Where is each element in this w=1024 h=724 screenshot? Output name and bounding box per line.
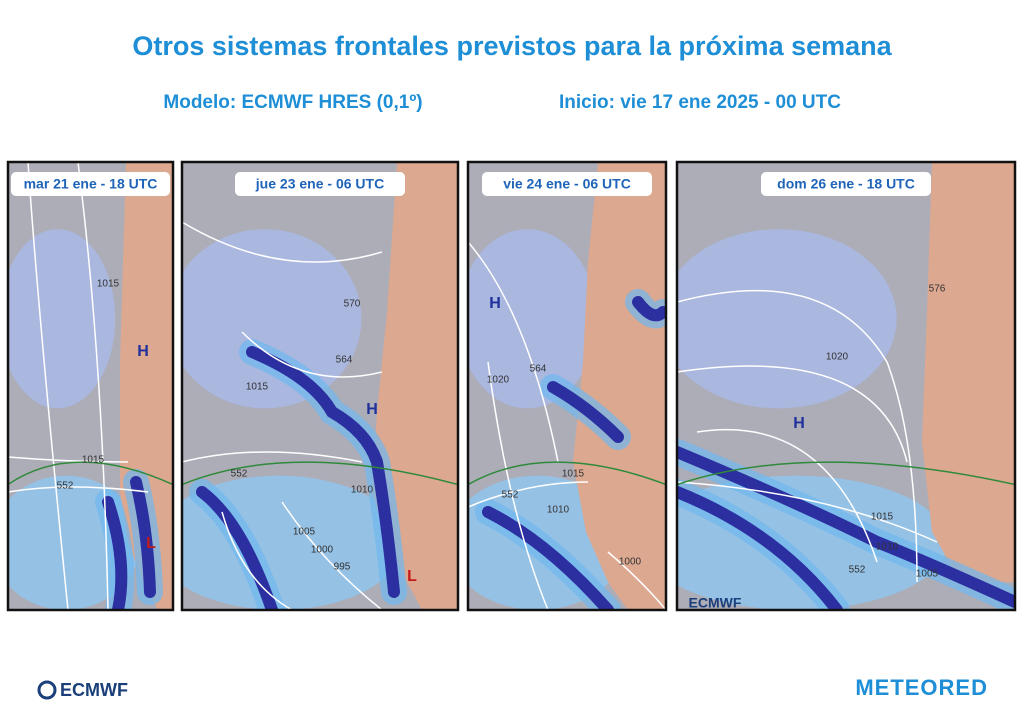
- isobar-label: 1010: [876, 542, 899, 553]
- label-box: [761, 172, 931, 196]
- isobar-label: 1015: [562, 469, 585, 480]
- panel-label: dom 26 ene - 18 UTC: [777, 176, 915, 192]
- isobar-label: 1020: [487, 375, 510, 386]
- land: [573, 162, 666, 610]
- isobar: [696, 428, 878, 563]
- front-band: [246, 346, 400, 598]
- panel-border: [6, 160, 175, 612]
- isobar-label: 1020: [826, 352, 849, 363]
- isobar: [468, 481, 589, 508]
- isobar-label: 1015: [97, 279, 120, 290]
- moisture-area: [182, 475, 403, 610]
- moisture-area: [468, 229, 597, 409]
- map-content: H L 1015 1015 552: [8, 162, 173, 610]
- isobar-label: 1015: [871, 512, 894, 523]
- thickness-line: [8, 461, 173, 486]
- logo-icon: [37, 680, 57, 700]
- watermark: ECMWF: [689, 595, 742, 611]
- isobar-label: 552: [502, 490, 519, 501]
- isobar: [281, 501, 383, 610]
- isobar-label: 1015: [82, 455, 105, 466]
- isobar-label: 570: [344, 299, 361, 310]
- high-pressure: H: [137, 343, 149, 360]
- isobar-label: 1000: [619, 557, 642, 568]
- front-band: [196, 486, 278, 610]
- isobar: [468, 241, 559, 463]
- high-pressure: H: [366, 401, 378, 418]
- moisture-area: [182, 229, 362, 409]
- isobar: [677, 365, 908, 463]
- isobar: [77, 162, 109, 610]
- moisture-area: [677, 475, 948, 610]
- front-band: [677, 486, 843, 610]
- map-content: H 1020 1015 1010 1005 552 576 ECMWF: [677, 162, 1015, 611]
- panel-label: jue 23 ene - 06 UTC: [255, 176, 384, 192]
- isobar-label: 552: [231, 469, 248, 480]
- isobar: [677, 481, 938, 543]
- panel-border: [180, 160, 460, 612]
- isobar: [607, 551, 666, 610]
- isobar: [677, 289, 918, 583]
- meteored-logo: METEORED: [855, 675, 988, 700]
- front-band: [677, 446, 1015, 608]
- land: [922, 162, 1015, 582]
- isobar: [27, 162, 69, 610]
- map-panel: H 1015 1020 1010 1000 564 552 vie 24 ene - 06 U…: [466, 160, 668, 612]
- map-panel: H 1020 1015 1010 1005 552 576 ECMWF dom 26 ene -…: [675, 160, 1017, 612]
- title: Otros sistemas frontales previstos para …: [132, 31, 892, 61]
- front-band: [130, 476, 156, 598]
- isobar-label: 564: [530, 364, 547, 375]
- isobar-label: 1000: [311, 545, 334, 556]
- panel-border: [466, 160, 668, 612]
- label-box: [235, 172, 405, 196]
- panel-border: [675, 160, 1017, 612]
- isobar-label: 995: [334, 562, 351, 573]
- moisture-area: [677, 229, 897, 409]
- thickness-line: [677, 461, 1015, 486]
- isobar-label: 552: [849, 565, 866, 576]
- map-panel: H L 1015 1015 552 mar 21 ene - 18 UTC: [6, 160, 175, 612]
- isobar-label: 564: [336, 355, 353, 366]
- isobar: [241, 331, 383, 378]
- isobar: [182, 221, 383, 263]
- high-pressure: H: [489, 295, 501, 312]
- label-box: [482, 172, 652, 196]
- moisture-area: [8, 229, 116, 409]
- ecmwf-logo: ECMWF: [37, 680, 128, 700]
- panel-label: mar 21 ene - 18 UTC: [24, 176, 158, 192]
- isobar-label: 1010: [547, 505, 570, 516]
- logo-text: ECMWF: [60, 680, 128, 700]
- init-info: Inicio: vie 17 ene 2025 - 00 UTC: [559, 92, 841, 113]
- isobar: [487, 361, 549, 610]
- map-content: H 1015 1020 1010 1000 564 552: [468, 162, 666, 610]
- isobar: [182, 451, 363, 463]
- low-pressure: L: [146, 535, 156, 552]
- isobar-label: 1010: [351, 485, 374, 496]
- isobar: [8, 456, 129, 463]
- model-info: Modelo: ECMWF HRES (0,1º): [163, 92, 422, 113]
- low-pressure: L: [407, 568, 417, 585]
- isobar-label: 1005: [916, 569, 939, 580]
- panel-label: vie 24 ene - 06 UTC: [503, 176, 631, 192]
- isobar-label: 552: [57, 481, 74, 492]
- front-band: [547, 381, 624, 443]
- front-band: [102, 496, 128, 610]
- thickness-line: [468, 461, 666, 486]
- high-pressure: H: [793, 415, 805, 432]
- thickness-line: [182, 461, 458, 486]
- label-box: [11, 172, 170, 196]
- front-band: [632, 296, 666, 322]
- isobar-label: 576: [929, 284, 946, 295]
- isobar-label: 1005: [293, 527, 316, 538]
- front-band: [482, 506, 614, 610]
- isobar: [8, 486, 149, 493]
- isobar: [221, 511, 293, 610]
- isobar-label: 1015: [246, 382, 269, 393]
